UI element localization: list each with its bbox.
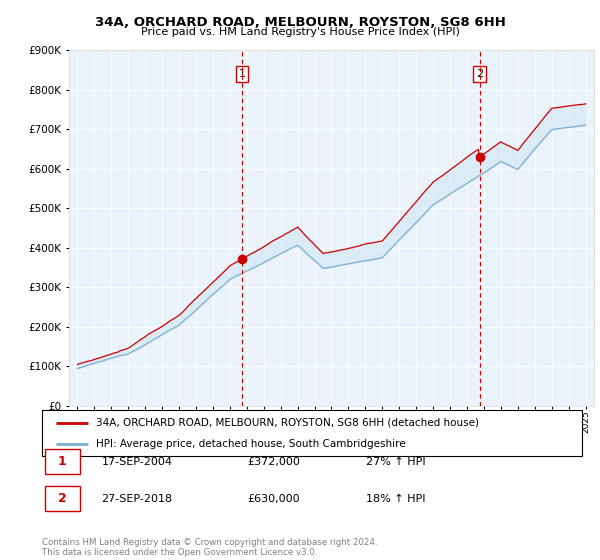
Text: 17-SEP-2004: 17-SEP-2004 [101,457,172,466]
Text: Contains HM Land Registry data © Crown copyright and database right 2024.
This d: Contains HM Land Registry data © Crown c… [42,538,377,557]
Text: £372,000: £372,000 [247,457,300,466]
Text: 1: 1 [58,455,67,468]
Text: 1: 1 [239,69,245,79]
FancyBboxPatch shape [42,410,582,456]
FancyBboxPatch shape [45,486,80,511]
Text: 2: 2 [58,492,67,505]
Text: 27-SEP-2018: 27-SEP-2018 [101,494,173,503]
Text: 34A, ORCHARD ROAD, MELBOURN, ROYSTON, SG8 6HH (detached house): 34A, ORCHARD ROAD, MELBOURN, ROYSTON, SG… [96,418,479,428]
Text: Price paid vs. HM Land Registry's House Price Index (HPI): Price paid vs. HM Land Registry's House … [140,27,460,37]
Text: 18% ↑ HPI: 18% ↑ HPI [366,494,425,503]
Text: 27% ↑ HPI: 27% ↑ HPI [366,457,425,466]
Text: 34A, ORCHARD ROAD, MELBOURN, ROYSTON, SG8 6HH: 34A, ORCHARD ROAD, MELBOURN, ROYSTON, SG… [95,16,505,29]
FancyBboxPatch shape [45,449,80,474]
Text: HPI: Average price, detached house, South Cambridgeshire: HPI: Average price, detached house, Sout… [96,439,406,449]
Text: £630,000: £630,000 [247,494,300,503]
Text: 2: 2 [476,69,483,79]
